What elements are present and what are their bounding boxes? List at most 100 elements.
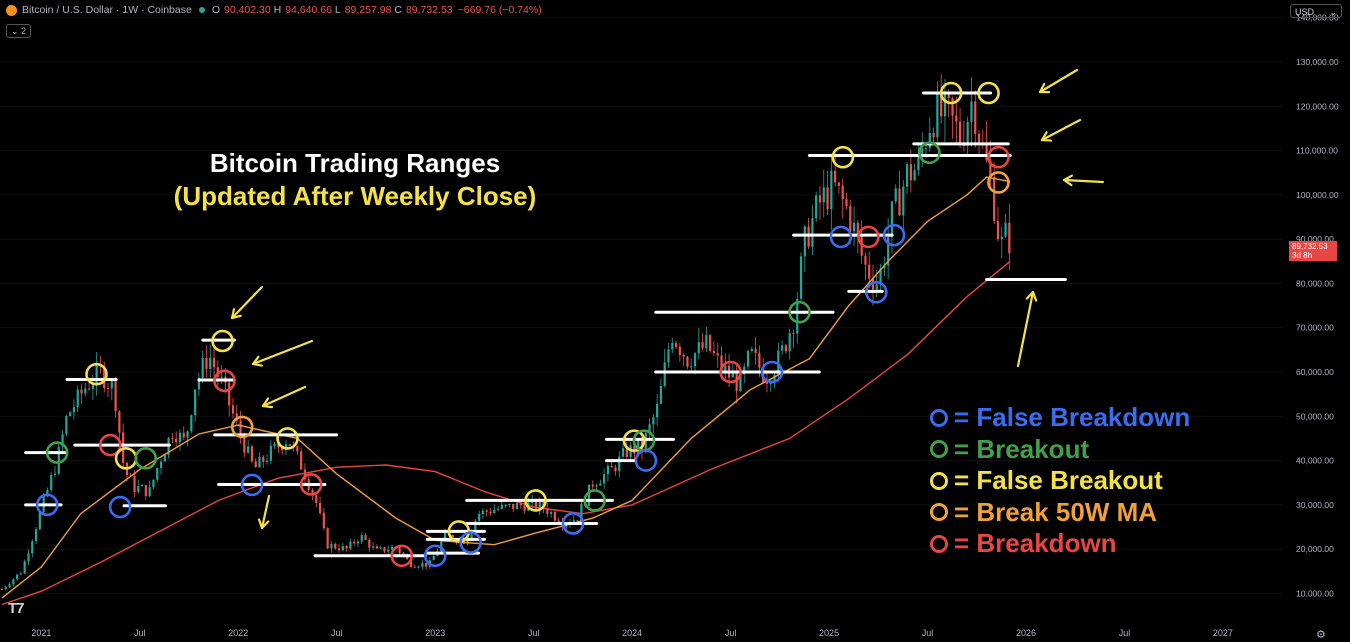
candle-body [375, 546, 378, 549]
marker-false-breakout [622, 429, 646, 452]
candle-body [731, 373, 734, 378]
marker-break-50w-ma [230, 415, 254, 439]
settings-gear-icon[interactable]: ⚙ [1316, 629, 1326, 641]
marker-breakout [788, 300, 811, 324]
y-tick-label: 70,000.00 [1296, 323, 1334, 333]
candle-body [87, 388, 91, 390]
bar-countdown: 3d 8h [1292, 251, 1313, 260]
arrow-head [1031, 290, 1038, 302]
candle-body [50, 474, 53, 490]
legend-circle-icon [930, 471, 948, 490]
candle-body [913, 170, 916, 181]
tradingview-logo-icon[interactable]: T7 [8, 600, 24, 617]
arrow-shaft [1016, 290, 1035, 368]
candle-body [432, 556, 435, 561]
arrow-head [1038, 82, 1046, 94]
candle-body [818, 195, 822, 203]
candle-body [470, 531, 473, 538]
marker-false-breakdown [865, 280, 888, 304]
candle-body [288, 444, 291, 446]
candle-body [326, 528, 329, 549]
legend-circle-icon [930, 534, 948, 553]
candle-body [667, 349, 670, 363]
candle-body [792, 333, 795, 335]
candle-body [38, 512, 41, 530]
arrow-head [261, 404, 274, 409]
candle-body [46, 489, 49, 497]
marker-false-breakdown [561, 512, 585, 535]
candle-body [621, 448, 625, 457]
candle-body [902, 186, 905, 216]
candle-body [856, 222, 859, 237]
candle-body [478, 513, 481, 521]
candle-body [746, 351, 750, 367]
candle-body [409, 559, 413, 567]
y-tick-label: 20,000.00 [1296, 544, 1334, 554]
legend-label: = Break 50W MA [954, 496, 1158, 527]
candle-body [118, 411, 121, 433]
candle-body [239, 420, 242, 437]
candle-body [996, 221, 1000, 240]
x-tick-label: 2022 [228, 628, 248, 638]
x-tick-label: 2024 [622, 628, 642, 638]
candle-body [659, 385, 663, 404]
legend-circle-icon [930, 503, 948, 522]
candle-body [220, 376, 223, 378]
symbol-label[interactable]: Bitcoin / U.S. Dollar · 1W · Coinbase [22, 4, 192, 16]
arrow-head [1062, 174, 1074, 182]
candle-body [205, 358, 208, 369]
candle-body [864, 255, 867, 265]
candle-body [228, 382, 231, 406]
ma-50w-line [1, 176, 1011, 599]
candle-body [958, 121, 962, 143]
legend-circle-icon [930, 408, 948, 427]
candle-body [57, 446, 60, 474]
candle-body [53, 473, 57, 475]
candle-body [750, 348, 753, 352]
candle-body [936, 93, 939, 138]
candle-body [106, 388, 110, 390]
collapse-indicators-button[interactable]: ⌄ 2 [6, 24, 32, 38]
candle-body [781, 345, 784, 351]
candle-body [610, 465, 613, 468]
candle-body [95, 364, 98, 385]
marker-false-breakout [276, 427, 299, 450]
candle-body [796, 298, 799, 334]
legend-label: = Breakout [954, 433, 1090, 464]
candle-body [887, 237, 890, 266]
candle-body [159, 461, 163, 468]
currency-label: USD [1295, 7, 1315, 17]
candle-body [243, 436, 246, 453]
change-value: −669.76 (−0.74%) [457, 4, 542, 16]
chevron-down-icon: ⌄ [1329, 7, 1337, 17]
candle-body [549, 512, 553, 514]
candle-body [504, 504, 507, 506]
arrow-head [1062, 178, 1073, 187]
open-value: 90,402.30 [223, 4, 271, 16]
marker-breakout [134, 447, 158, 470]
candle-body [493, 509, 496, 514]
candle-body [648, 424, 651, 434]
candle-body [1008, 222, 1011, 254]
x-tick-label: 2021 [31, 628, 51, 638]
candle-body [663, 362, 666, 386]
candle-body [947, 92, 950, 99]
candle-body [247, 446, 250, 453]
marker-false-breakout [831, 145, 855, 169]
currency-select[interactable]: USD ⌄ [1290, 4, 1342, 18]
x-tick-label: 2026 [1016, 628, 1036, 638]
candle-body [269, 445, 272, 461]
candle-body [724, 365, 727, 372]
candle-body [595, 485, 598, 487]
arrow-head [230, 314, 242, 320]
candle-body [12, 579, 15, 585]
marker-breakout [583, 489, 607, 512]
candle-body [485, 510, 488, 512]
candle-body [989, 160, 992, 177]
arrow-head [1040, 131, 1048, 142]
candle-body [618, 456, 621, 472]
candle-body [175, 438, 178, 442]
candle-body [262, 456, 265, 462]
candle-body [16, 574, 19, 580]
